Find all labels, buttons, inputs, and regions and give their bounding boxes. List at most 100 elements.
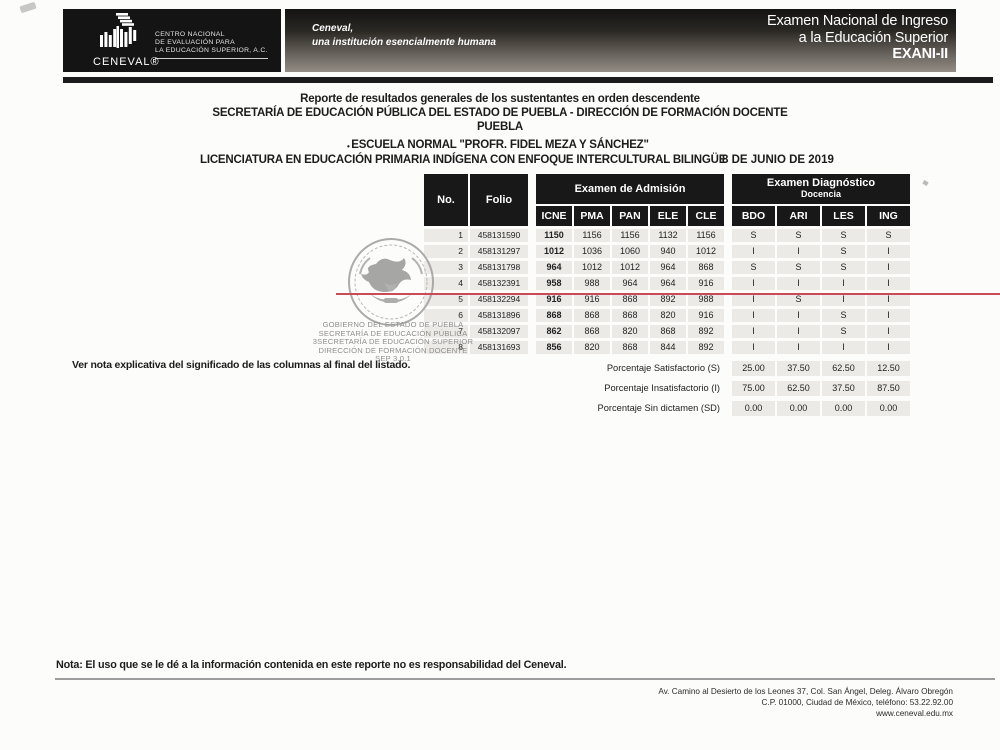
dictamen-cell: S — [732, 229, 775, 242]
score-cell: 892 — [688, 341, 724, 354]
exam-title: Examen Nacional de Ingreso a la Educación… — [767, 13, 948, 62]
col-header-no: No. — [424, 174, 468, 226]
summary-value: 62.50 — [777, 381, 820, 396]
dictamen-cell: I — [732, 341, 775, 354]
score-cell: 1156 — [574, 229, 610, 242]
dictamen-cell: I — [732, 309, 775, 322]
dictamen-cell: S — [777, 293, 820, 306]
results-table-body: 1 458131590 1150 1156 1156 1132 1156 S S S S 2 45813… — [424, 229, 910, 354]
folio-value: 458131590 — [470, 229, 528, 242]
col-header-folio: Folio — [470, 174, 528, 226]
folio-value: 458131798 — [470, 261, 528, 274]
row-number: 7 — [424, 325, 468, 338]
col-header-pan: PAN — [612, 206, 648, 226]
dictamen-cell: I — [867, 341, 910, 354]
row-number: 1 — [424, 229, 468, 242]
folio-value: 458132294 — [470, 293, 528, 306]
brand-text: CENEVAL® — [93, 56, 160, 68]
dictamen-cell: S — [777, 229, 820, 242]
score-cell: 916 — [574, 293, 610, 306]
dictamen-cell: I — [732, 277, 775, 290]
score-cell: 916 — [688, 309, 724, 322]
score-cell: 820 — [612, 325, 648, 338]
ceneval-cube-icon — [100, 13, 137, 48]
summary-label: Porcentaje Sin dictamen (SD) — [597, 403, 720, 413]
summary-value: 75.00 — [732, 381, 775, 396]
col-header-bdo: BDO — [732, 206, 775, 226]
folio-value: 458131297 — [470, 245, 528, 258]
col-header-pma: PMA — [574, 206, 610, 226]
score-cell: 1156 — [612, 229, 648, 242]
institution-title: SECRETARÍA DE EDUCACIÓN PÚBLICA DEL ESTA… — [212, 107, 788, 119]
program-title: LICENCIATURA EN EDUCACIÓN PRIMARIA INDÍG… — [200, 154, 727, 166]
dictamen-cell: I — [867, 309, 910, 322]
score-cell: 856 — [536, 341, 572, 354]
row-number: 2 — [424, 245, 468, 258]
score-cell: 820 — [574, 341, 610, 354]
score-cell: 868 — [612, 293, 648, 306]
col-header-icne: ICNE — [536, 206, 572, 226]
score-cell: 1012 — [612, 261, 648, 274]
school-bullet: • — [347, 142, 350, 151]
summary-value: 25.00 — [732, 361, 775, 376]
dictamen-cell: I — [867, 277, 910, 290]
dictamen-cell: S — [822, 229, 865, 242]
dictamen-cell: I — [822, 293, 865, 306]
summary-value: 87.50 — [867, 381, 910, 396]
score-cell: 868 — [612, 309, 648, 322]
dictamen-cell: S — [822, 325, 865, 338]
row-number: 8 — [424, 341, 468, 354]
col-header-ing: ING — [867, 206, 910, 226]
folio-value: 458132391 — [470, 277, 528, 290]
folio-value: 458131693 — [470, 341, 528, 354]
header-rule — [63, 77, 993, 83]
summary-value: 0.00 — [732, 401, 775, 416]
score-cell: 958 — [536, 277, 572, 290]
summary-label: Porcentaje Satisfactorio (S) — [606, 363, 720, 373]
row-number: 4 — [424, 277, 468, 290]
score-cell: 844 — [650, 341, 686, 354]
see-note-text: Ver nota explicativa del significado de … — [72, 359, 411, 371]
score-cell: 868 — [536, 309, 572, 322]
score-cell: 868 — [574, 325, 610, 338]
folio-value: 458132097 — [470, 325, 528, 338]
score-cell: 1150 — [536, 229, 572, 242]
row-number: 6 — [424, 309, 468, 322]
score-cell: 964 — [536, 261, 572, 274]
dictamen-cell: I — [867, 261, 910, 274]
dictamen-cell: I — [867, 325, 910, 338]
footer-address: Av. Camino al Desierto de los Leones 37,… — [658, 687, 953, 718]
bottom-note-text: Nota: El uso que se le dé a la informaci… — [56, 659, 567, 671]
score-cell: 940 — [650, 245, 686, 258]
col-header-ari: ARI — [777, 206, 820, 226]
dictamen-cell: S — [777, 261, 820, 274]
summary-value: 37.50 — [777, 361, 820, 376]
dictamen-cell: I — [822, 277, 865, 290]
dictamen-cell: I — [777, 341, 820, 354]
dictamen-cell: I — [777, 245, 820, 258]
row-number: 5 — [424, 293, 468, 306]
dictamen-cell: I — [777, 309, 820, 322]
group-header-diagnostic: Examen Diagnóstico Docencia — [732, 174, 910, 204]
school-title: ESCUELA NORMAL "PROFR. FIDEL MEZA Y SÁNC… — [351, 139, 649, 151]
dictamen-cell: I — [867, 293, 910, 306]
dictamen-cell: I — [732, 325, 775, 338]
folio-value: 458131896 — [470, 309, 528, 322]
exam-date: 8 DE JUNIO DE 2019 — [722, 154, 834, 166]
score-cell: 1132 — [650, 229, 686, 242]
dictamen-cell: I — [867, 245, 910, 258]
scan-artifact — [922, 180, 929, 186]
group-header-admission: Examen de Admisión — [536, 174, 724, 204]
score-cell: 964 — [612, 277, 648, 290]
score-cell: 868 — [650, 325, 686, 338]
dictamen-cell: S — [732, 261, 775, 274]
scan-artifact — [19, 1, 37, 14]
state-title: PUEBLA — [476, 121, 524, 133]
dictamen-cell: I — [777, 325, 820, 338]
footer-website: www.ceneval.edu.mx — [876, 708, 953, 718]
results-table-summary: Porcentaje Satisfactorio (S) 25.00 37.50 62… — [424, 361, 910, 416]
summary-label: Porcentaje Insatisfactorio (I) — [604, 383, 720, 393]
score-cell: 916 — [536, 293, 572, 306]
score-cell: 892 — [650, 293, 686, 306]
